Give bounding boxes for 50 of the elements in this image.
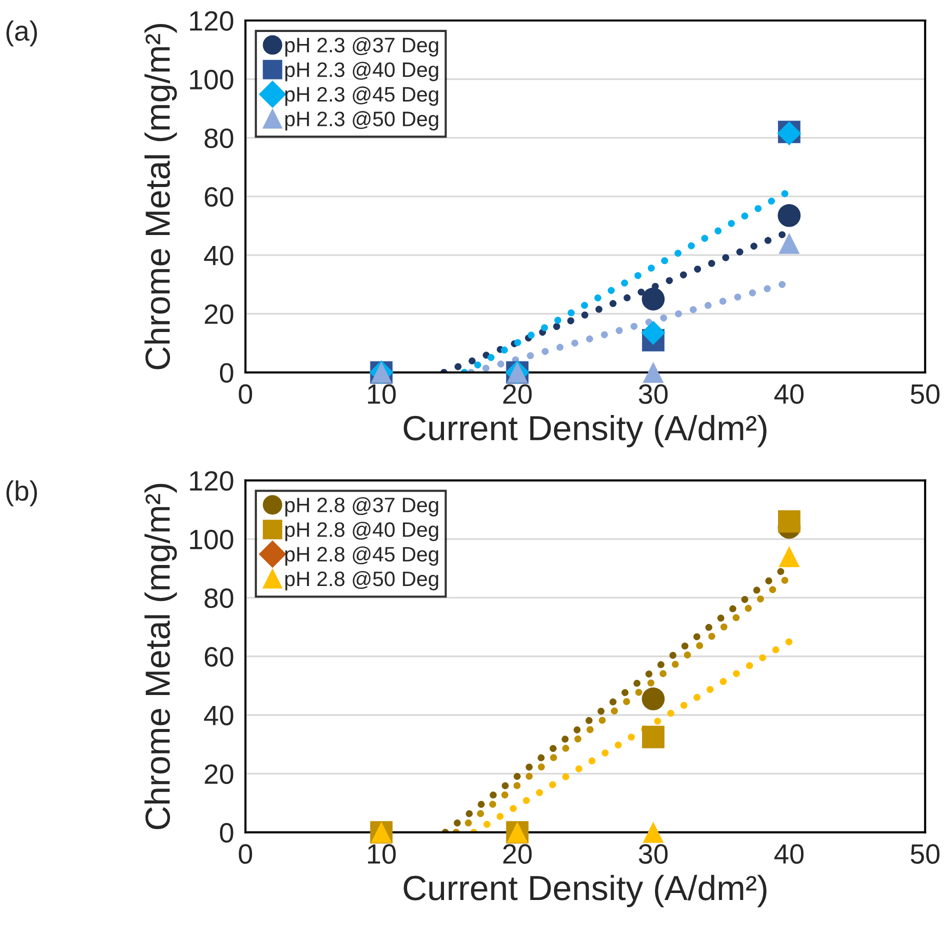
x-tick-label: 30 xyxy=(638,384,668,404)
y-tick-label: 0 xyxy=(220,822,234,843)
legend-label: pH 2.3 @40 Deg xyxy=(285,62,438,82)
legend-label: pH 2.3 @45 Deg xyxy=(285,86,438,106)
point xyxy=(778,546,800,568)
x-axis-title: Current Density (A/dm²) xyxy=(404,414,766,448)
y-axis-title: Chrome Metal (mg/m²) xyxy=(144,24,177,370)
y-tick-label: 0 xyxy=(220,363,234,383)
text: (b) xyxy=(6,480,37,506)
point xyxy=(642,822,664,843)
point xyxy=(778,232,800,254)
point xyxy=(642,687,665,710)
x-tick-label: 0 xyxy=(238,844,252,864)
x-tick-label: 40 xyxy=(774,384,804,404)
x-tick-label: 30 xyxy=(638,844,668,864)
y-tick-label: 40 xyxy=(204,706,234,726)
x-tick-label: 20 xyxy=(503,844,532,864)
x-tick-label: 0 xyxy=(238,384,252,404)
y-tick-label: 120 xyxy=(190,11,234,31)
point xyxy=(642,726,664,748)
x-tick-label: 10 xyxy=(368,384,396,404)
point xyxy=(642,288,665,310)
point xyxy=(642,362,664,383)
legend-label: pH 2.8 @40 Deg xyxy=(285,522,438,542)
y-tick-label: 100 xyxy=(190,530,234,550)
x-tick-label: 50 xyxy=(910,844,940,864)
point xyxy=(641,320,666,345)
y-tick-label: 80 xyxy=(204,128,234,148)
point xyxy=(778,204,801,227)
y-tick-label: 20 xyxy=(204,764,234,784)
point xyxy=(778,510,800,533)
y-tick-label: 60 xyxy=(204,187,234,207)
x-axis-title: Current Density (A/dm²) xyxy=(404,874,766,908)
y-tick-label: 80 xyxy=(204,588,234,608)
legend-label: pH 2.8 @37 Deg xyxy=(285,497,438,516)
x-tick-label: 40 xyxy=(774,844,804,864)
x-tick-label: 20 xyxy=(503,384,532,404)
x-tick-label: 50 xyxy=(910,384,940,404)
y-tick-label: 60 xyxy=(204,647,234,667)
y-tick-label: 100 xyxy=(190,70,234,90)
legend-label: pH 2.3 @37 Deg xyxy=(285,37,438,57)
legend-label: pH 2.8 @50 Deg xyxy=(285,570,438,590)
y-tick-label: 40 xyxy=(204,246,234,266)
y-tick-label: 20 xyxy=(204,304,234,324)
x-tick-label: 10 xyxy=(368,844,396,864)
legend-label: pH 2.8 @45 Deg xyxy=(285,546,438,566)
y-tick-label: 120 xyxy=(190,471,234,491)
y-axis-title: Chrome Metal (mg/m²) xyxy=(144,484,177,830)
legend-label: pH 2.3 @50 Deg xyxy=(285,111,438,130)
text: (a) xyxy=(6,20,37,46)
